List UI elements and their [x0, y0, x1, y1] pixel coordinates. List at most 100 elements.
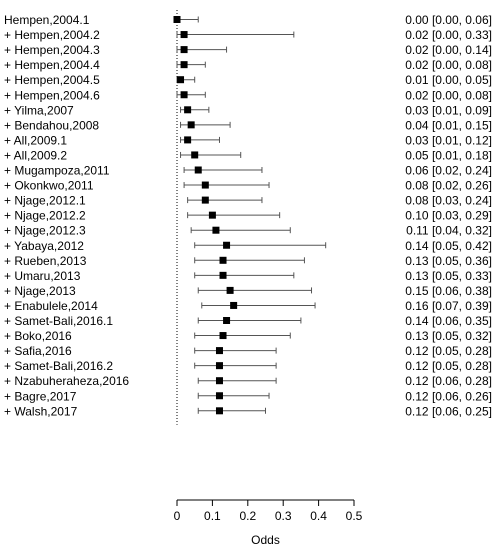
study-label: + Hempen,2004.4: [4, 58, 100, 72]
study-label: + Yilma,2007: [4, 103, 74, 117]
ci-value-text: 0.12 [0.06, 0.28]: [405, 374, 492, 388]
ci-value-text: 0.13 [0.05, 0.33]: [405, 269, 492, 283]
study-row: + Yabaya,2012 0.14 [0.05, 0.42]: [4, 239, 492, 253]
x-tick-label: 0.2: [239, 509, 256, 523]
odds-marker: [215, 407, 223, 415]
study-row: + Enabulele,2014 0.16 [0.07, 0.39]: [4, 299, 492, 313]
ci-value-text: 0.02 [0.00, 0.33]: [405, 28, 492, 42]
odds-marker: [223, 317, 231, 324]
odds-marker: [201, 181, 209, 189]
ci-value-text: 0.01 [0.00, 0.05]: [405, 73, 492, 87]
study-label: + Safia,2016: [4, 344, 72, 358]
ci-value-text: 0.03 [0.01, 0.12]: [405, 133, 492, 147]
ci-value-text: 0.11 [0.04, 0.32]: [406, 224, 492, 238]
ci-value-text: 0.12 [0.05, 0.28]: [405, 359, 492, 373]
study-row: + Hempen,2004.5 0.01 [0.00, 0.05]: [4, 73, 492, 87]
study-row: + Rueben,2013 0.13 [0.05, 0.36]: [4, 254, 492, 268]
odds-marker: [187, 121, 195, 129]
study-label: + Njage,2012.3: [4, 224, 86, 238]
odds-marker: [184, 106, 192, 114]
study-label: + Boko,2016: [4, 329, 72, 343]
ci-value-text: 0.10 [0.03, 0.29]: [405, 209, 492, 223]
ci-value-text: 0.06 [0.02, 0.24]: [405, 164, 492, 178]
study-label: + Rueben,2013: [4, 254, 87, 268]
study-label: + Okonkwo,2011: [4, 179, 94, 193]
study-label: + Hempen,2004.3: [4, 43, 100, 57]
study-row: + Bagre,2017 0.12 [0.06, 0.26]: [4, 389, 492, 403]
odds-marker: [191, 151, 199, 159]
study-label: + Hempen,2004.2: [4, 28, 100, 42]
odds-marker: [215, 377, 223, 385]
study-row: + Mugampoza,2011 0.06 [0.02, 0.24]: [4, 164, 492, 178]
study-row: + Njage,2012.3 0.11 [0.04, 0.32]: [4, 224, 492, 238]
ci-value-text: 0.04 [0.01, 0.15]: [405, 118, 492, 132]
study-label: + All,2009.2: [4, 148, 67, 162]
ci-value-text: 0.15 [0.06, 0.38]: [405, 284, 492, 298]
x-axis: 0 0.1 0.2 0.3 0.4 0.5: [174, 499, 363, 523]
odds-marker: [180, 91, 188, 99]
odds-marker: [212, 226, 220, 234]
odds-marker: [219, 256, 227, 264]
study-label: + Njage,2012.2: [4, 209, 86, 223]
study-label: + Hempen,2004.5: [4, 73, 100, 87]
study-row: + Okonkwo,2011 0.08 [0.02, 0.26]: [4, 179, 492, 193]
study-row: + Njage,2013 0.15 [0.06, 0.38]: [4, 284, 492, 298]
study-row: + Nzabuheraheza,2016 0.12 [0.06, 0.28]: [4, 374, 492, 388]
ci-value-text: 0.14 [0.05, 0.42]: [405, 239, 492, 253]
odds-marker: [177, 76, 185, 84]
x-tick-label: 0.5: [346, 509, 363, 523]
x-tick-label: 0: [174, 509, 181, 523]
odds-marker: [215, 362, 223, 370]
ci-value-text: 0.12 [0.06, 0.25]: [405, 404, 492, 418]
odds-marker: [180, 31, 188, 39]
study-label: + Njage,2012.1: [4, 194, 86, 208]
ci-value-text: 0.12 [0.06, 0.26]: [405, 389, 492, 403]
ci-value-text: 0.00 [0.00, 0.06]: [405, 13, 492, 27]
ci-value-text: 0.05 [0.01, 0.18]: [405, 148, 492, 162]
study-row: + Samet-Bali,2016.1 0.14 [0.06, 0.35]: [4, 314, 492, 328]
ci-value-text: 0.02 [0.00, 0.08]: [405, 88, 492, 102]
study-label: + Umaru,2013: [4, 269, 81, 283]
study-row: Hempen,2004.1 0.00 [0.00, 0.06]: [4, 13, 492, 27]
study-row: + All,2009.2 0.05 [0.01, 0.18]: [4, 148, 492, 162]
study-row: + Boko,2016 0.13 [0.05, 0.32]: [4, 329, 492, 343]
odds-marker: [180, 46, 188, 54]
study-label: + Samet-Bali,2016.1: [4, 314, 113, 328]
odds-marker: [184, 136, 192, 144]
ci-value-text: 0.13 [0.05, 0.32]: [405, 329, 492, 343]
study-row: + All,2009.1 0.03 [0.01, 0.12]: [4, 133, 492, 147]
odds-marker: [219, 271, 227, 279]
study-row: + Yilma,2007 0.03 [0.01, 0.09]: [4, 103, 492, 117]
ci-value-text: 0.16 [0.07, 0.39]: [405, 299, 492, 313]
odds-marker: [180, 61, 188, 69]
study-label: + Enabulele,2014: [4, 299, 98, 313]
study-row: + Njage,2012.1 0.08 [0.03, 0.24]: [4, 194, 492, 208]
study-label: + Nzabuheraheza,2016: [4, 374, 129, 388]
study-row: + Bendahou,2008 0.04 [0.01, 0.15]: [4, 118, 492, 132]
ci-value-text: 0.02 [0.00, 0.08]: [405, 58, 492, 72]
study-label: + Bendahou,2008: [4, 118, 99, 132]
ci-value-text: 0.12 [0.05, 0.28]: [405, 344, 492, 358]
x-tick-label: 0.1: [204, 509, 221, 523]
study-label: Hempen,2004.1: [4, 13, 90, 27]
ci-value-text: 0.13 [0.05, 0.36]: [405, 254, 492, 268]
study-label: + All,2009.1: [4, 133, 67, 147]
odds-marker: [215, 347, 223, 355]
odds-marker: [208, 211, 216, 219]
study-label: + Njage,2013: [4, 284, 76, 298]
study-row: + Hempen,2004.6 0.02 [0.00, 0.08]: [4, 88, 492, 102]
study-label: + Walsh,2017: [4, 404, 78, 418]
study-label: + Samet-Bali,2016.2: [4, 359, 113, 373]
x-tick-label: 0.4: [310, 509, 327, 523]
x-axis-label: Odds: [251, 533, 280, 547]
odds-marker: [219, 332, 227, 340]
ci-value-text: 0.14 [0.06, 0.35]: [405, 314, 492, 328]
study-label: + Hempen,2004.6: [4, 88, 100, 102]
ci-value-text: 0.03 [0.01, 0.09]: [405, 103, 492, 117]
study-row: + Hempen,2004.4 0.02 [0.00, 0.08]: [4, 58, 492, 72]
odds-marker: [173, 16, 181, 23]
study-row: + Umaru,2013 0.13 [0.05, 0.33]: [4, 269, 492, 283]
odds-marker: [226, 286, 234, 294]
study-row: + Walsh,2017 0.12 [0.06, 0.25]: [4, 404, 492, 418]
